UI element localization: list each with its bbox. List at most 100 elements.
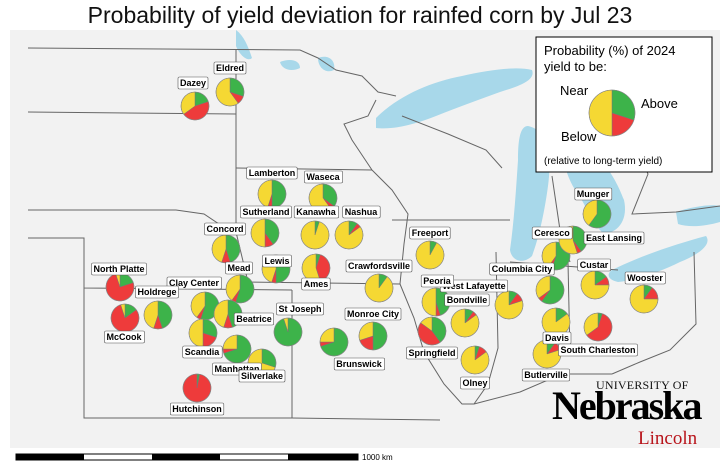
site-label-box: [333, 357, 386, 371]
site-label-box: [574, 187, 613, 201]
site-pie-south-charleston: [583, 312, 613, 342]
site-label-box: [177, 76, 209, 90]
site-pie-dazey: [180, 91, 210, 121]
site-pie-hutchinson-outline: [182, 373, 212, 403]
site-label-box: [104, 330, 145, 344]
site-label-monroe-city: Monroe City: [344, 307, 402, 321]
site-pie-brunswick-outline: [319, 327, 349, 357]
legend-note: (relative to long-term yield): [544, 156, 662, 167]
site-pie-custar: [580, 270, 610, 300]
legend-near-label: Near: [560, 83, 589, 98]
site-pie-sutherland-outline: [250, 218, 280, 248]
ky-border: [473, 373, 612, 405]
site-label-olney: Olney: [460, 376, 490, 390]
site-pie-north-platte: [105, 272, 135, 302]
site-label-columbia-city: Columbia City: [489, 262, 555, 276]
site-label-crawfordsville: Crawfordsville: [345, 259, 413, 273]
site-label-box: [225, 261, 253, 275]
site-label-text: Scandia: [185, 347, 221, 357]
site-label-text: Nashua: [345, 207, 379, 217]
site-markers: Eldred Dazey Lamberton Waseca Sutherland Kana…: [91, 61, 666, 416]
site-label-lewis: Lewis: [262, 254, 292, 268]
site-label-text: Sutherland: [242, 207, 289, 217]
site-label-text: Beatrice: [236, 314, 272, 324]
site-pie-kanawha: [300, 220, 330, 250]
scale-bar-label: 1000 km: [362, 453, 393, 462]
site-label-text: West Lafayette: [442, 281, 505, 291]
site-pie-st-joseph: [273, 317, 303, 347]
site-label-davis: Davis: [542, 331, 572, 345]
site-label-concord: Concord: [204, 222, 246, 236]
site-label-box: [246, 166, 298, 180]
site-pie-ames: [301, 253, 331, 283]
site-label-wooster: Wooster: [624, 271, 666, 285]
site-label-st-joseph: St Joseph: [276, 302, 324, 316]
site-pie-nashua-outline: [334, 220, 364, 250]
site-pie-dazey-outline: [180, 91, 210, 121]
scale-bar-segment: [16, 454, 84, 460]
university-logo: UNIVERSITY OF Nebraska Lincoln: [552, 376, 716, 454]
site-label-text: Mead: [227, 263, 250, 273]
site-pie-ceresco: [541, 241, 571, 271]
site-pie-brunswick: [319, 327, 349, 357]
site-label-text: Bondville: [447, 295, 488, 305]
site-label-eldred: Eldred: [213, 61, 247, 75]
site-label-box: [345, 259, 413, 273]
site-pie-eldred: [215, 77, 245, 107]
site-label-butlerville: Butlerville: [521, 368, 571, 382]
site-pie-bondville-outline: [450, 308, 480, 338]
legend-above-label: Above: [641, 96, 678, 111]
site-label-box: [489, 262, 555, 276]
site-label-box: [170, 402, 225, 416]
site-labels: Eldred Dazey Lamberton Waseca Sutherland Kana…: [91, 61, 666, 416]
site-pie-mccook: [110, 303, 140, 333]
site-label-box: [238, 369, 286, 383]
site-pie-springfield: [417, 316, 447, 346]
scale-bar-segment: [288, 454, 358, 460]
site-label-text: Holdrege: [137, 287, 176, 297]
site-pie-scandia: [188, 318, 218, 348]
site-label-text: Springfield: [409, 348, 456, 358]
site-label-text: Butlerville: [524, 370, 568, 380]
site-label-text: Silverlake: [241, 371, 283, 381]
site-label-box: [420, 274, 455, 288]
site-label-text: Munger: [577, 189, 610, 199]
site-pie-manhattan: [222, 334, 252, 364]
site-label-box: [624, 271, 666, 285]
ia-il-border: [371, 169, 409, 285]
site-label-dazey: Dazey: [177, 76, 209, 90]
site-label-box: [460, 376, 490, 390]
site-pie-columbia-city-outline: [535, 275, 565, 305]
lake-erie: [608, 236, 708, 282]
site-label-box: [182, 345, 223, 359]
site-label-text: Ceresco: [534, 228, 570, 238]
site-label-box: [304, 170, 343, 184]
site-label-box: [444, 293, 490, 307]
site-label-lamberton: Lamberton: [246, 166, 298, 180]
site-label-munger: Munger: [574, 187, 613, 201]
site-pie-west-lafayette: [494, 290, 524, 320]
site-label-box: [344, 307, 402, 321]
site-label-box: [135, 285, 179, 299]
site-label-text: Crawfordsville: [348, 261, 410, 271]
site-label-east-lansing: East Lansing: [583, 231, 645, 245]
site-label-text: Ames: [304, 279, 329, 289]
site-label-text: Waseca: [306, 172, 340, 182]
lake-winnipeg: [236, 30, 252, 60]
site-pie-monroe-city-outline: [358, 321, 388, 351]
site-label-text: Brunswick: [336, 359, 383, 369]
site-label-box: [558, 343, 638, 357]
site-label-text: Manhattan: [215, 364, 260, 374]
scale-bar-segment: [152, 454, 220, 460]
site-label-box: [213, 61, 247, 75]
site-label-text: Davis: [545, 333, 569, 343]
logo-campus: Lincoln: [638, 428, 698, 449]
site-pie-hutchinson: [182, 373, 212, 403]
site-label-south-charleston: South Charleston: [558, 343, 638, 357]
legend: Probability (%) of 2024 yield to be: Nea…: [535, 36, 713, 173]
site-label-north-platte: North Platte: [91, 262, 147, 276]
wi-mi-border: [401, 115, 503, 169]
site-label-bondville: Bondville: [444, 293, 490, 307]
site-pie-kanawha-outline: [300, 220, 330, 250]
